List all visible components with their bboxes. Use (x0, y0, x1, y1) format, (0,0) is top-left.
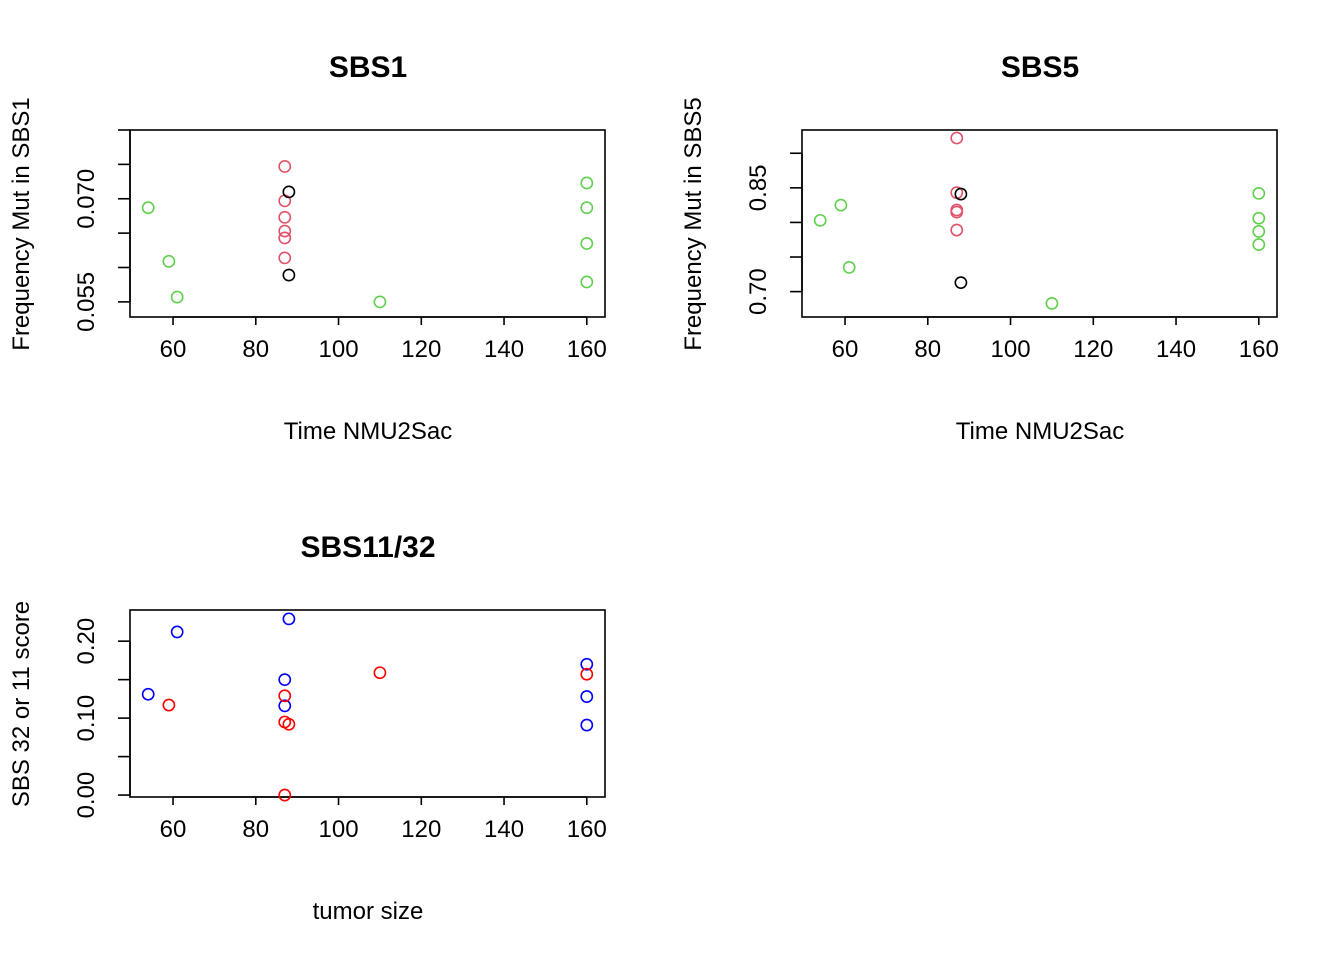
y-axis-label: Frequency Mut in SBS5 (680, 97, 707, 350)
plot-frame (129, 609, 606, 798)
data-point (141, 687, 155, 701)
data-point (954, 187, 968, 201)
data-point (580, 237, 594, 250)
data-point (278, 699, 292, 713)
x-tick-label: 60 (160, 336, 187, 363)
data-point (373, 666, 387, 680)
y-tick-label: 0.20 (73, 618, 100, 665)
data-point (813, 213, 827, 227)
x-axis-label: Time NMU2Sac (284, 418, 452, 445)
plot-area: 60 80 100 120 140 160 0.00 0.10 0.20 (73, 609, 607, 843)
data-point (580, 657, 594, 671)
data-point (278, 673, 292, 687)
data-point (1252, 238, 1266, 251)
y-tick-label: 0.00 (73, 772, 100, 819)
data-point (282, 185, 296, 199)
x-tick-label: 160 (1239, 336, 1279, 363)
data-point (842, 260, 856, 274)
data-point (834, 198, 848, 212)
x-tick-label: 120 (401, 336, 441, 363)
x-tick-label: 140 (1156, 336, 1196, 363)
data-point (580, 690, 594, 703)
y-tick-label: 0.055 (73, 272, 100, 332)
data-point (170, 625, 184, 639)
data-point (580, 718, 594, 732)
data-point (950, 131, 964, 145)
x-tick-label: 100 (991, 336, 1031, 363)
x-tick-label: 100 (319, 816, 359, 843)
data-point (282, 717, 296, 731)
y-axis-label: SBS 32 or 11 score (8, 601, 35, 807)
panel-title: SBS1 (329, 51, 407, 84)
data-point (950, 223, 964, 237)
data-point (278, 210, 292, 224)
y-axis-label: Frequency Mut in SBS1 (8, 97, 35, 350)
x-tick-label: 120 (1073, 336, 1113, 363)
data-point (170, 290, 184, 304)
x-tick-label: 100 (319, 336, 359, 363)
y-tick-label: 0.10 (73, 695, 100, 742)
x-tick-label: 80 (242, 336, 269, 363)
y-tick-label: 0.070 (73, 169, 100, 229)
x-tick-label: 160 (567, 816, 607, 843)
x-tick-label: 60 (160, 816, 187, 843)
x-axis-label: tumor size (313, 898, 424, 925)
panel-sbs5: SBS5 Frequency Mut in SBS5 Time NMU2Sac … (680, 51, 1279, 445)
data-point (1045, 296, 1059, 310)
x-axis-label: Time NMU2Sac (956, 418, 1124, 445)
plot-area: 60 80 100 120 140 160 0.70 0.85 (745, 129, 1279, 363)
data-point (162, 698, 176, 712)
data-point (580, 176, 594, 190)
data-point (278, 224, 292, 238)
x-tick-label: 140 (484, 336, 524, 363)
data-point (580, 667, 594, 681)
y-tick-label: 0.70 (745, 268, 772, 315)
data-point (950, 205, 964, 219)
data-point (954, 276, 968, 290)
data-point (580, 201, 594, 215)
x-tick-label: 60 (832, 336, 859, 363)
x-tick-label: 80 (242, 816, 269, 843)
panel-sbs11-32: SBS11/32 SBS 32 or 11 score tumor size 6… (8, 531, 607, 925)
data-point (278, 251, 292, 265)
data-point (282, 612, 296, 626)
data-point (278, 231, 292, 245)
panel-sbs1: SBS1 Frequency Mut in SBS1 Time NMU2Sac … (8, 51, 607, 445)
data-point (580, 275, 594, 289)
panel-title: SBS5 (1001, 51, 1079, 84)
plot-frame (801, 129, 1278, 318)
data-point (278, 788, 292, 802)
x-tick-label: 160 (567, 336, 607, 363)
data-point (1252, 186, 1266, 200)
y-tick-label: 0.85 (745, 164, 772, 211)
data-point (1252, 211, 1266, 225)
data-point (278, 689, 292, 703)
plot-area: 60 80 100 120 140 160 0.055 0.070 (73, 129, 607, 363)
data-point (141, 201, 155, 215)
data-point (282, 268, 296, 282)
data-point (373, 295, 387, 309)
plot-frame (129, 129, 606, 318)
x-tick-label: 140 (484, 816, 524, 843)
data-point (278, 160, 292, 173)
x-tick-label: 120 (401, 816, 441, 843)
data-point (162, 254, 176, 268)
x-tick-label: 80 (914, 336, 941, 363)
panel-title: SBS11/32 (300, 531, 435, 564)
data-point (1252, 225, 1266, 238)
